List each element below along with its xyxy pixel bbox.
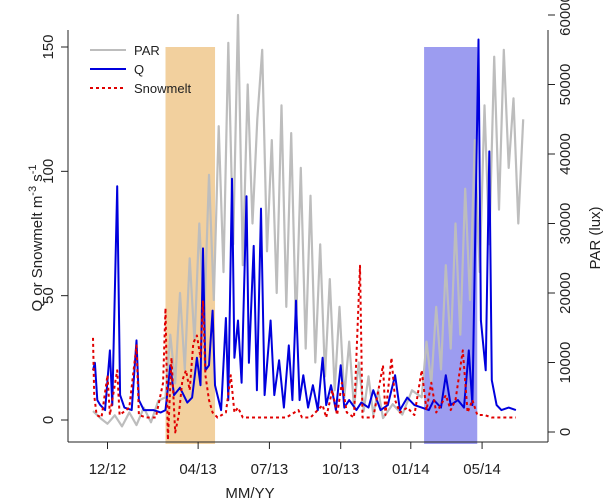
x-tick-label: 10/13 (322, 461, 360, 478)
legend: PAR Q Snowmelt (90, 43, 191, 96)
y-right-tick-label: 10000 (557, 342, 574, 384)
x-tick-label: 07/13 (251, 461, 289, 478)
y-right-tick-label: 60000 (557, 0, 574, 36)
y-right-tick-label: 20000 (557, 272, 574, 314)
y-right-tick-label: 50000 (557, 64, 574, 106)
y-left-title-main: Q or Snowmelt m (29, 196, 46, 312)
x-tick-label: 05/14 (463, 461, 501, 478)
x-tick-label: 12/12 (89, 461, 127, 478)
legend-label-q: Q (134, 62, 144, 77)
y-right-tick-label: 0 (557, 428, 574, 436)
series-line-par (92, 13, 525, 428)
y-right-tick-label: 30000 (557, 203, 574, 245)
x-axis-title: MM/YY (225, 485, 274, 502)
axes: 0 50 100 150 0 10000 20000 30000 40000 50000 60000… (40, 0, 574, 478)
y-axis-left-title: Q or Snowmelt m-3 s-1 (27, 164, 46, 311)
y-left-tick-label: 0 (40, 416, 57, 424)
x-tick-label: 01/14 (392, 461, 430, 478)
y-left-title-sup2: -1 (27, 164, 39, 174)
legend-label-par: PAR (134, 43, 160, 58)
legend-label-snowmelt: Snowmelt (134, 81, 191, 96)
y-left-tick-label: 150 (40, 34, 57, 59)
y-axis-right-title: PAR (lux) (587, 206, 604, 269)
y-left-title-sup1: -3 (27, 186, 39, 196)
x-tick-label: 04/13 (179, 461, 217, 478)
data-series (92, 13, 525, 441)
y-left-tick-label: 50 (40, 287, 57, 304)
series-line-snowmelt (92, 264, 516, 441)
y-right-tick-label: 40000 (557, 133, 574, 175)
y-left-title-mid: s (29, 174, 46, 186)
y-left-tick-label: 100 (40, 159, 57, 184)
